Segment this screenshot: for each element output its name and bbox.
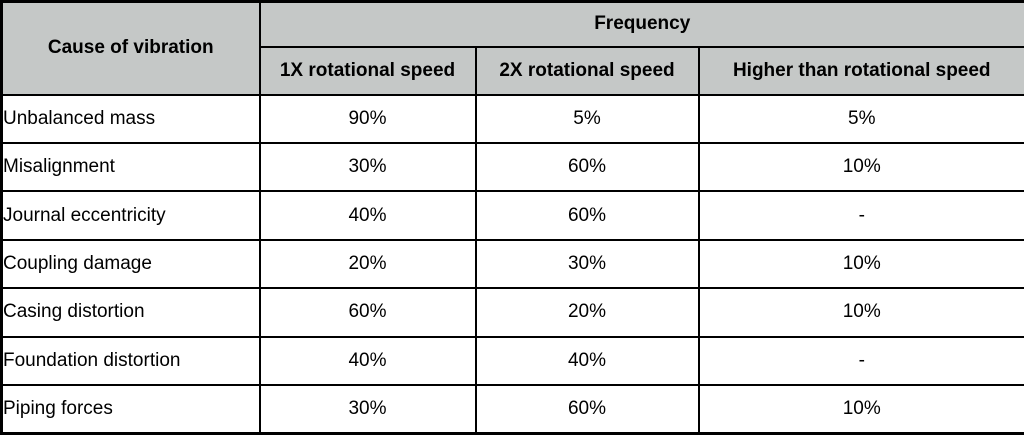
cause-cell: Coupling damage [0, 238, 261, 290]
value-cell: 60% [474, 141, 700, 193]
table-body: Unbalanced mass 90% 5% 5% Misalignment 30% 60%… [0, 93, 1024, 435]
table-row: Misalignment 30% 60% 10% [0, 141, 1024, 193]
value-cell: 30% [258, 141, 477, 193]
column-header-1x-rotational-speed: 1X rotational speed [258, 45, 477, 96]
value-cell: 60% [258, 287, 477, 338]
table-row: Coupling damage 20% 30% 10% [0, 238, 1024, 290]
value-cell: 10% [697, 384, 1024, 435]
value-cell: 5% [697, 93, 1024, 144]
value-cell: 10% [697, 141, 1024, 193]
value-cell: - [697, 335, 1024, 387]
value-cell: - [697, 190, 1024, 241]
column-group-header-frequency: Frequency [258, 0, 1024, 48]
value-cell: 90% [258, 93, 477, 144]
value-cell: 30% [474, 238, 700, 290]
header-row-group: Cause of vibration Frequency [0, 0, 1024, 96]
cause-cell: Casing distortion [0, 287, 261, 338]
value-cell: 40% [258, 190, 477, 241]
value-cell: 20% [474, 287, 700, 338]
cause-cell: Misalignment [0, 141, 261, 193]
table-row: Casing distortion 60% 20% 10% [0, 287, 1024, 338]
value-cell: 10% [697, 287, 1024, 338]
value-cell: 60% [474, 190, 700, 241]
header-row-sub: 1X rotational speed 2X rotational speed … [2, 45, 1024, 96]
table-row: Foundation distortion 40% 40% - [0, 335, 1024, 387]
cause-cell: Unbalanced mass [0, 93, 261, 144]
value-cell: 60% [474, 384, 700, 435]
value-cell: 5% [474, 93, 700, 144]
value-cell: 40% [258, 335, 477, 387]
value-cell: 20% [258, 238, 477, 290]
table-row: Journal eccentricity 40% 60% - [0, 190, 1024, 241]
column-header-2x-rotational-speed: 2X rotational speed [474, 45, 700, 96]
column-header-cause-of-vibration: Cause of vibration [0, 0, 261, 96]
table-row: Unbalanced mass 90% 5% 5% [0, 93, 1024, 144]
value-cell: 30% [258, 384, 477, 435]
cause-cell: Piping forces [0, 384, 261, 435]
column-header-higher-than-rotational-speed: Higher than rotational speed [697, 45, 1024, 96]
cause-cell: Journal eccentricity [0, 190, 261, 241]
value-cell: 40% [474, 335, 700, 387]
cause-cell: Foundation distortion [0, 335, 261, 387]
value-cell: 10% [697, 238, 1024, 290]
table-row: Piping forces 30% 60% 10% [0, 384, 1024, 435]
